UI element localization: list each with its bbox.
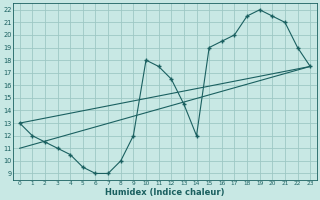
- X-axis label: Humidex (Indice chaleur): Humidex (Indice chaleur): [105, 188, 225, 197]
